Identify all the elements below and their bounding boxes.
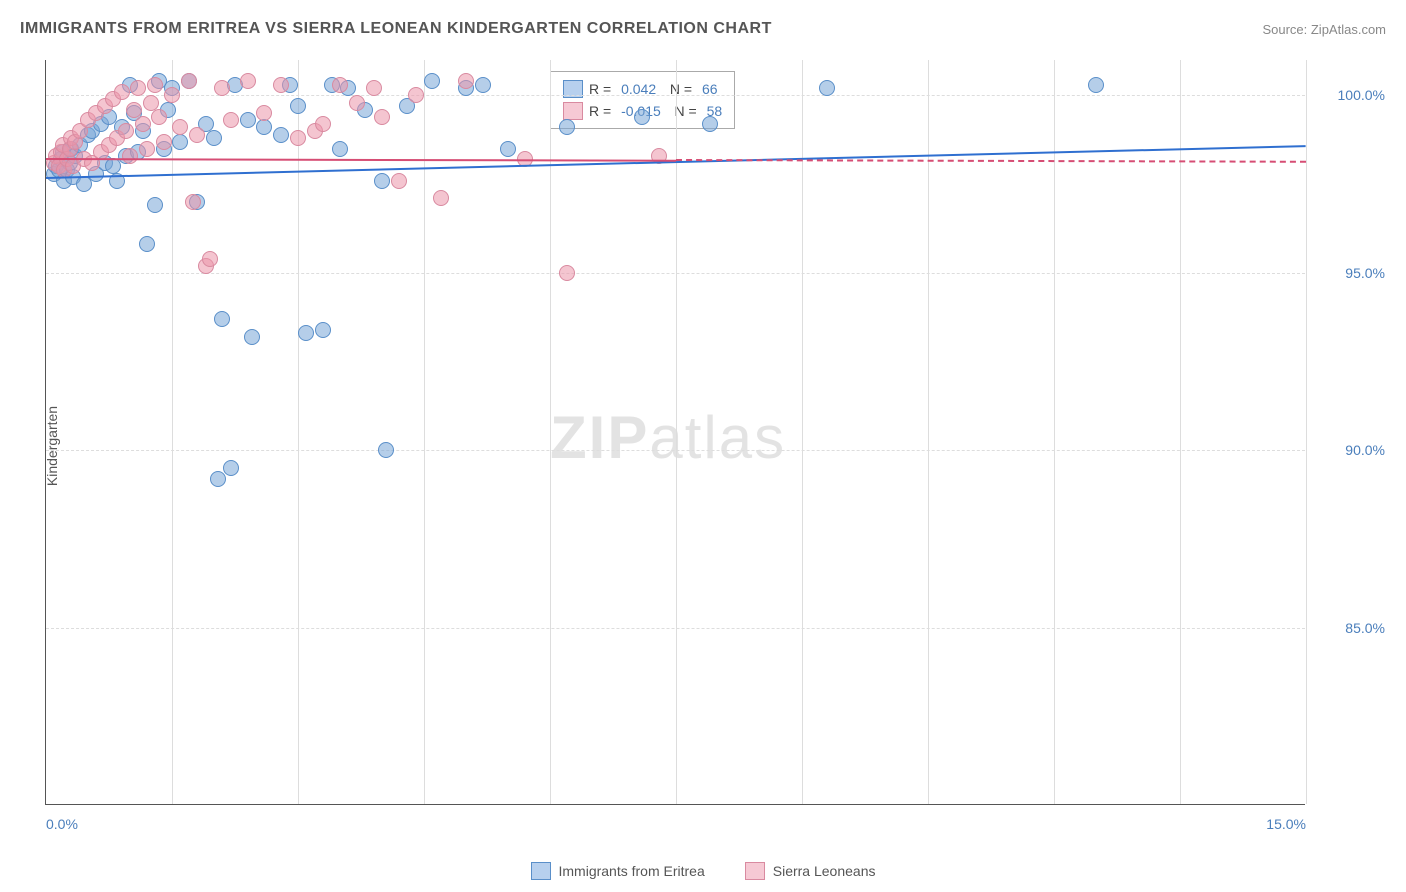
header-row: IMMIGRANTS FROM ERITREA VS SIERRA LEONEA… [20, 20, 1386, 38]
scatter-point [475, 77, 491, 93]
y-gridline [46, 450, 1305, 451]
scatter-point [374, 109, 390, 125]
legend-r-label: R = [589, 78, 615, 100]
scatter-point [181, 73, 197, 89]
scatter-point [298, 325, 314, 341]
scatter-point [244, 329, 260, 345]
bottom-legend-label: Sierra Leoneans [773, 863, 876, 879]
scatter-point [156, 134, 172, 150]
legend-row: R = 0.042 N = 66 [563, 78, 722, 100]
scatter-point [366, 80, 382, 96]
watermark-bold: ZIP [550, 404, 649, 471]
scatter-point [172, 119, 188, 135]
scatter-point [424, 73, 440, 89]
scatter-point [122, 148, 138, 164]
source-attribution: Source: ZipAtlas.com [1262, 22, 1386, 37]
scatter-point [378, 442, 394, 458]
legend-swatch [563, 102, 583, 120]
scatter-point [202, 251, 218, 267]
y-tick-label: 85.0% [1315, 620, 1385, 636]
x-gridline [676, 60, 677, 804]
scatter-point [500, 141, 516, 157]
x-gridline [550, 60, 551, 804]
scatter-point [151, 109, 167, 125]
scatter-point [634, 109, 650, 125]
y-gridline [46, 628, 1305, 629]
scatter-point [223, 460, 239, 476]
scatter-point [702, 116, 718, 132]
bottom-legend-item: Immigrants from Eritrea [531, 862, 705, 880]
legend-r-value: 0.042 [621, 78, 656, 100]
legend-n-label: N = [667, 100, 701, 122]
scatter-point [164, 87, 180, 103]
bottom-legend: Immigrants from Eritrea Sierra Leoneans [0, 862, 1406, 880]
scatter-point [135, 116, 151, 132]
scatter-point [147, 197, 163, 213]
legend-r-label: R = [589, 100, 615, 122]
scatter-point [819, 80, 835, 96]
scatter-point [433, 190, 449, 206]
x-tick-label: 0.0% [46, 816, 78, 832]
scatter-point [240, 112, 256, 128]
scatter-point [256, 119, 272, 135]
x-gridline [802, 60, 803, 804]
watermark: ZIPatlas [550, 403, 786, 472]
scatter-point [147, 77, 163, 93]
legend-swatch [531, 862, 551, 880]
scatter-point [290, 98, 306, 114]
bottom-legend-label: Immigrants from Eritrea [559, 863, 705, 879]
scatter-point [408, 87, 424, 103]
scatter-point [189, 127, 205, 143]
x-gridline [1054, 60, 1055, 804]
scatter-point [256, 105, 272, 121]
scatter-point [391, 173, 407, 189]
scatter-point [559, 119, 575, 135]
y-tick-label: 100.0% [1315, 87, 1385, 103]
scatter-point [206, 130, 222, 146]
scatter-point [458, 73, 474, 89]
scatter-point [349, 95, 365, 111]
scatter-point [130, 80, 146, 96]
y-gridline [46, 95, 1305, 96]
x-tick-label: 15.0% [1266, 816, 1306, 832]
scatter-point [139, 236, 155, 252]
trend-line [46, 158, 676, 162]
y-tick-label: 95.0% [1315, 265, 1385, 281]
y-tick-label: 90.0% [1315, 442, 1385, 458]
scatter-point [214, 311, 230, 327]
plot-container: ZIPatlas R = 0.042 N = 66R = -0.015 N = … [45, 60, 1390, 805]
scatter-point [223, 112, 239, 128]
scatter-point [315, 322, 331, 338]
scatter-point [332, 77, 348, 93]
x-gridline [172, 60, 173, 804]
scatter-point [214, 80, 230, 96]
scatter-point [240, 73, 256, 89]
scatter-point [374, 173, 390, 189]
trend-line [676, 159, 1306, 163]
scatter-point [1088, 77, 1104, 93]
bottom-legend-item: Sierra Leoneans [745, 862, 876, 880]
legend-swatch [745, 862, 765, 880]
scatter-point [172, 134, 188, 150]
scatter-point [185, 194, 201, 210]
x-gridline [928, 60, 929, 804]
x-gridline [1180, 60, 1181, 804]
y-gridline [46, 273, 1305, 274]
scatter-point [118, 123, 134, 139]
watermark-rest: atlas [649, 404, 786, 471]
scatter-point [114, 84, 130, 100]
plot-area: ZIPatlas R = 0.042 N = 66R = -0.015 N = … [45, 60, 1305, 805]
chart-title: IMMIGRANTS FROM ERITREA VS SIERRA LEONEA… [20, 20, 772, 38]
scatter-point [290, 130, 306, 146]
legend-n-value: 66 [702, 78, 718, 100]
scatter-point [139, 141, 155, 157]
x-gridline [424, 60, 425, 804]
scatter-point [315, 116, 331, 132]
x-gridline [1306, 60, 1307, 804]
scatter-point [273, 127, 289, 143]
scatter-point [332, 141, 348, 157]
scatter-point [273, 77, 289, 93]
scatter-point [559, 265, 575, 281]
legend-n-label: N = [662, 78, 696, 100]
